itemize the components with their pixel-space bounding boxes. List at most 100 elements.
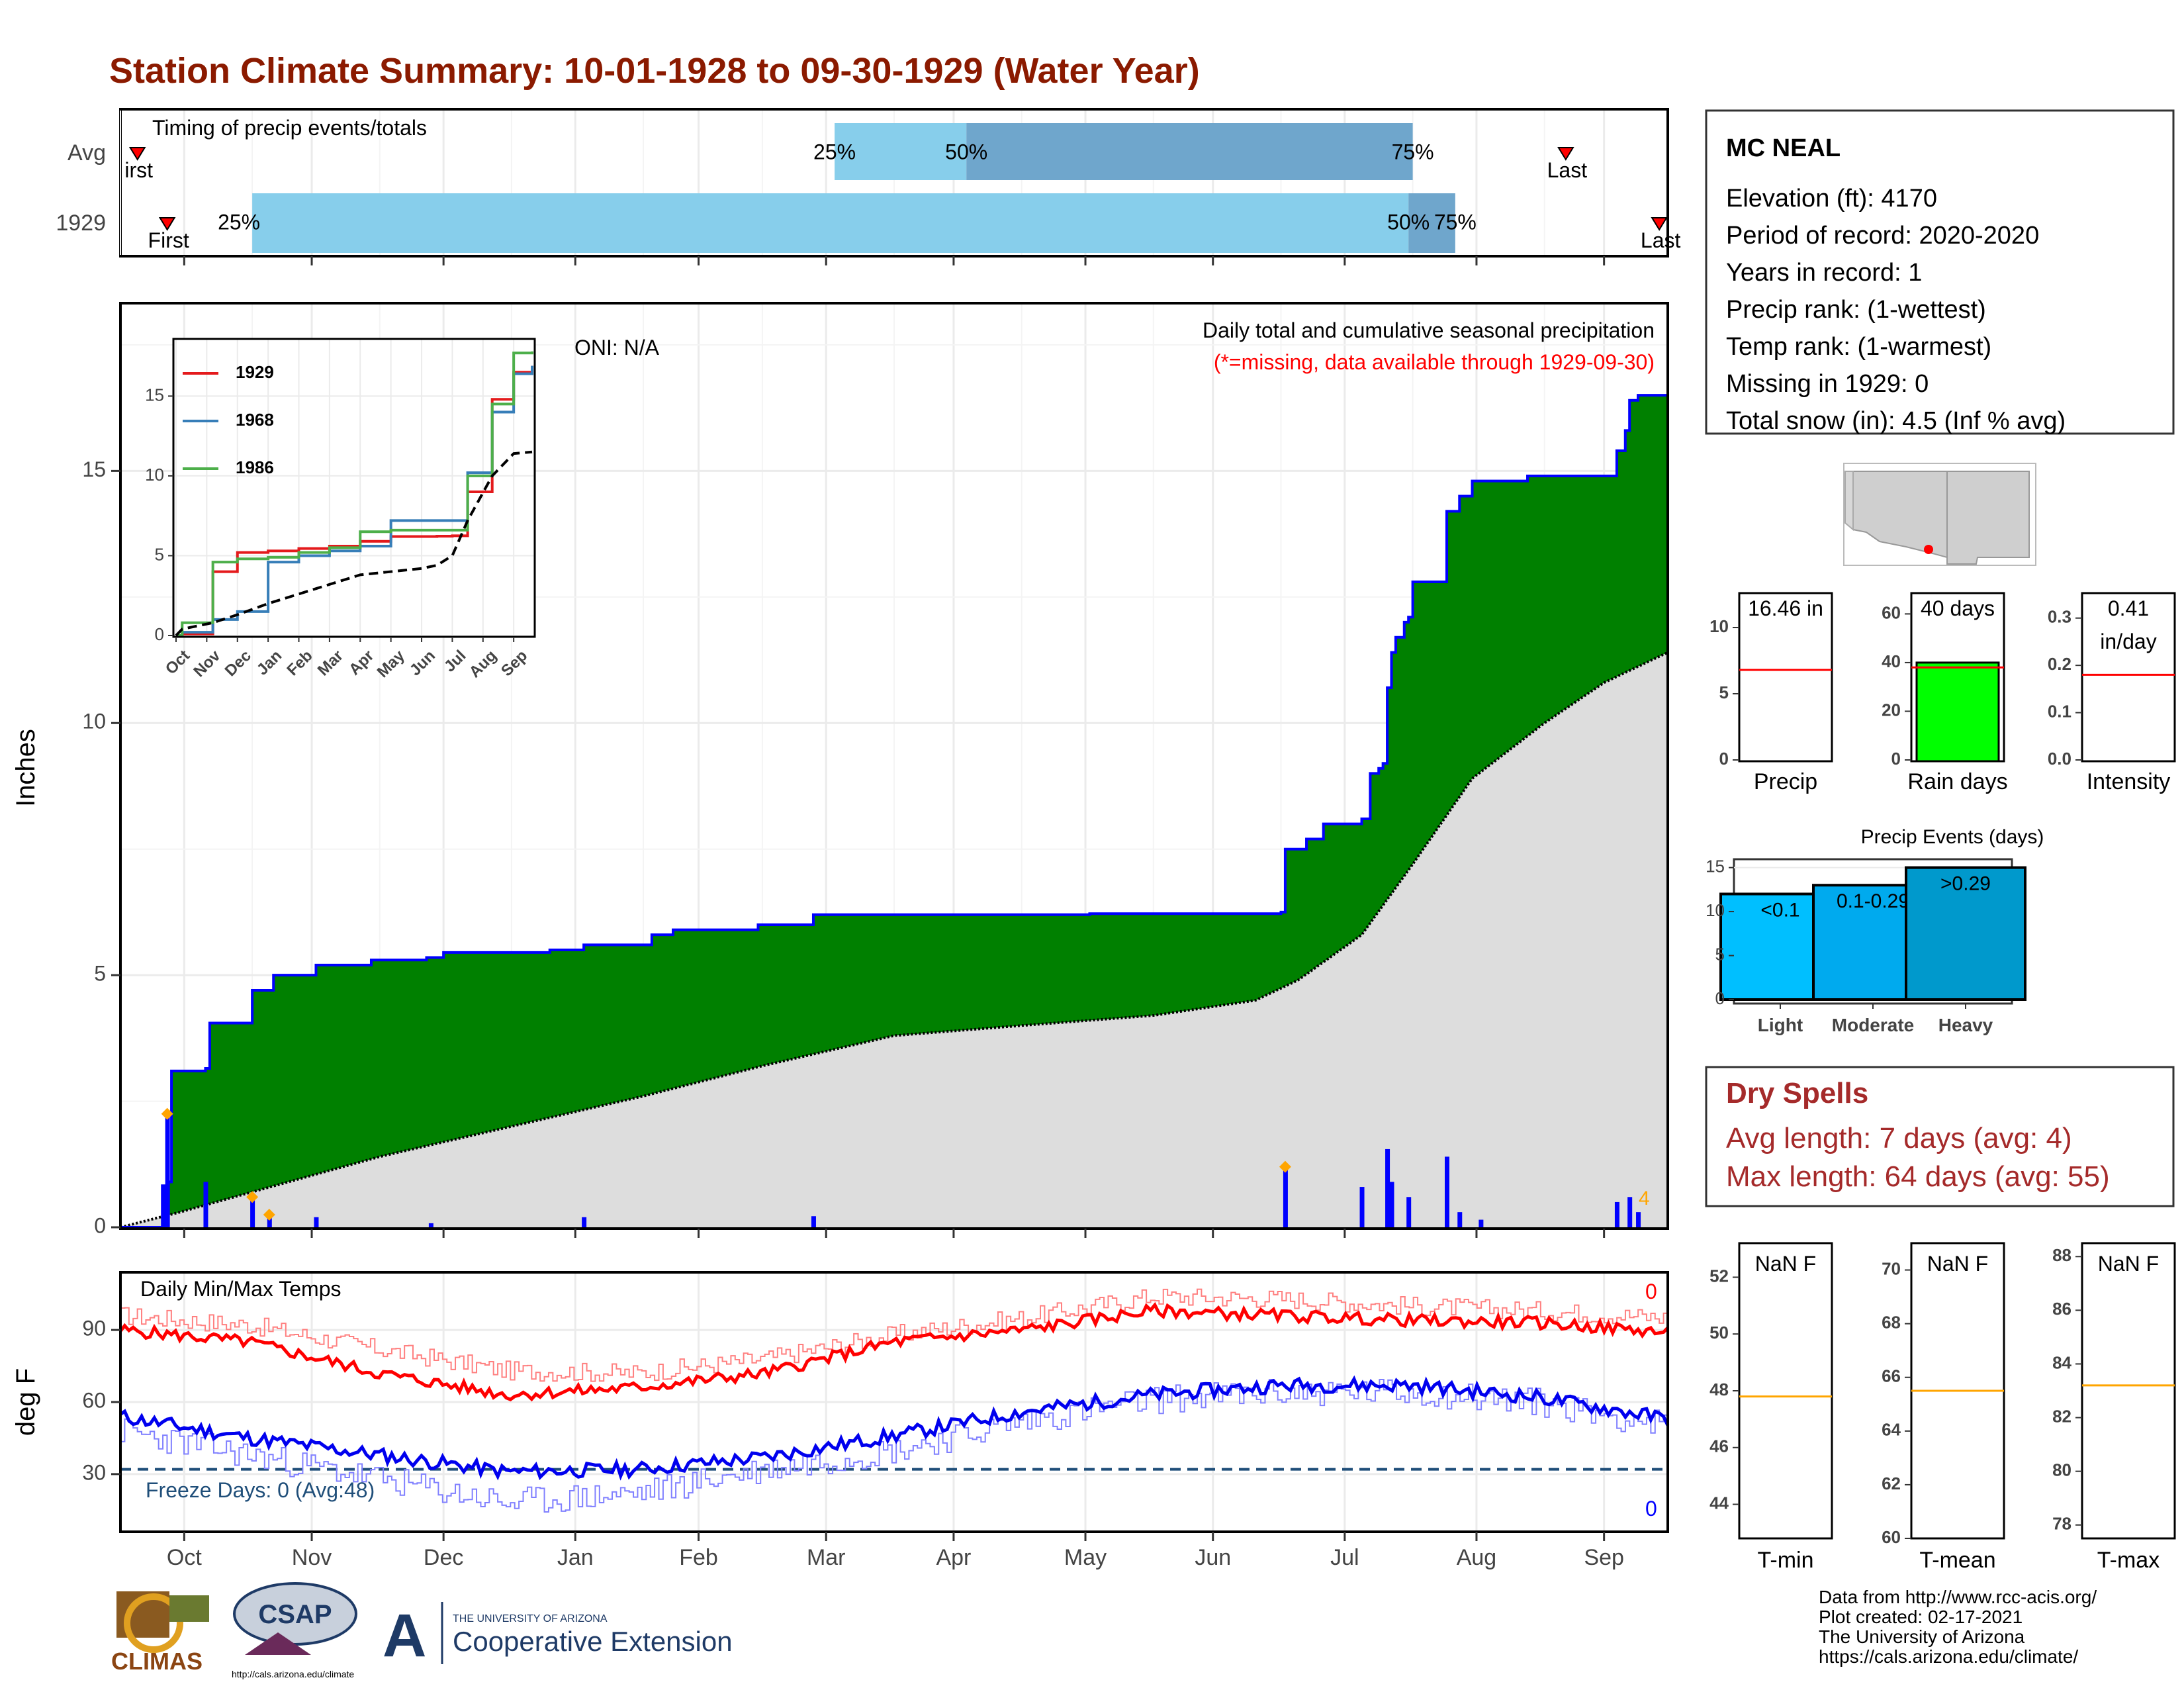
mini-temp-panel: NaN F 60 62 64 66 68 70 T-mean xyxy=(1882,1242,2005,1573)
mini-precip-ytick-label: 40 xyxy=(1882,651,1901,671)
timing-p75-label: 75% xyxy=(1434,210,1477,234)
mini-precip-value-unit: in/day xyxy=(2100,630,2156,653)
dry-title: Dry Spells xyxy=(1726,1077,1868,1109)
events-bar-label: >0.29 xyxy=(1940,873,1991,895)
mini-temp-label: T-min xyxy=(1758,1548,1814,1573)
map-state-new-mexico xyxy=(1946,471,2030,565)
oni-label: ONI: N/A xyxy=(574,336,660,359)
station-total-snow: Total snow (in): 4.5 (Inf % avg) xyxy=(1726,407,2066,435)
precip-ylabel: Inches xyxy=(11,729,40,807)
cumulative-avg-line xyxy=(120,651,1668,1229)
last-event-label: Last xyxy=(1547,158,1588,182)
timing-bar-25-50 xyxy=(252,193,1409,253)
mini-temp-ytick-label: 84 xyxy=(2052,1352,2071,1372)
mini-temp-frame xyxy=(1738,1242,1833,1540)
mini-precip-frame xyxy=(2081,592,2176,763)
mini-precip-ytick-label: 60 xyxy=(1882,602,1901,622)
dry-max-length: Max length: 64 days (avg: 55) xyxy=(1726,1160,2110,1193)
events-ytick-label: 15 xyxy=(1706,857,1725,876)
mini-temp-ytick-label: 46 xyxy=(1709,1436,1729,1456)
cumulative-avg-area xyxy=(120,652,1668,1227)
daily-precip-bar xyxy=(1636,1212,1641,1227)
csap-url: http://cals.arizona.edu/climate xyxy=(232,1669,354,1679)
snow-day-marker xyxy=(1279,1160,1291,1173)
mini-temp-panel: NaN F 78 80 82 84 86 88 T-max xyxy=(2052,1242,2176,1573)
mini-temp-ytick-label: 78 xyxy=(2052,1514,2071,1534)
month-label: Feb xyxy=(679,1545,718,1570)
dry-avg-length: Avg length: 7 days (avg: 4) xyxy=(1726,1122,2072,1154)
freeze-label: Freeze Days: 0 (Avg:48) xyxy=(146,1478,375,1502)
inset-series-average xyxy=(175,450,533,637)
station-temp-rank: Temp rank: (1-warmest) xyxy=(1726,333,1991,361)
mini-temp-panel: NaN F 44 46 48 50 52 T-min xyxy=(1709,1242,1833,1573)
snow-count: 4 xyxy=(1639,1188,1650,1209)
timing-p50-label: 50% xyxy=(945,140,987,164)
station-precip-rank: Precip rank: (1-wettest) xyxy=(1726,296,1986,324)
csap-logo-text: CSAP xyxy=(258,1600,332,1629)
mini-precip-ytick-label: 10 xyxy=(1709,616,1729,636)
timing-row-1929-label: 1929 xyxy=(56,211,106,236)
month-label: Jun xyxy=(1195,1545,1231,1570)
last-event-marker xyxy=(1651,217,1668,231)
daily-precip-bar xyxy=(1406,1197,1412,1227)
mini-precip-value: 16.46 in xyxy=(1748,596,1823,620)
temp-ytick-label: 60 xyxy=(82,1388,106,1412)
inset-frame xyxy=(172,338,536,638)
temp-label: Daily Min/Max Temps xyxy=(140,1277,341,1301)
tmax-avg-line xyxy=(120,1288,1668,1382)
mini-temp-ytick-label: 68 xyxy=(1882,1313,1901,1333)
daily-precip-bar xyxy=(582,1217,587,1227)
rain-days-bar xyxy=(1915,661,2000,763)
inset-ytick-label: 15 xyxy=(145,385,164,404)
precip-frame xyxy=(119,302,1669,1230)
dry-frame xyxy=(1705,1066,2175,1207)
mini-precip-ytick-label: 5 xyxy=(1719,682,1729,702)
inset-ytick-label: 0 xyxy=(155,624,164,644)
precip-ytick-label: 10 xyxy=(82,710,106,733)
inset-legend-label: 1968 xyxy=(236,410,274,430)
mini-precip-ytick-label: 0.0 xyxy=(2048,749,2071,769)
mini-precip-value: 0.41 xyxy=(2108,596,2149,620)
climas-logo-text: CLIMAS xyxy=(111,1648,203,1675)
timing-label: Timing of precip events/totals xyxy=(152,116,427,140)
temp-ytick-label: 30 xyxy=(82,1460,106,1484)
events-category-label: Light xyxy=(1758,1015,1803,1035)
mini-temp-ytick-label: 44 xyxy=(1709,1493,1729,1513)
mini-temp-ytick-label: 82 xyxy=(2052,1406,2071,1426)
month-label: Jan xyxy=(557,1545,594,1570)
last-event-marker xyxy=(1557,147,1574,161)
mini-precip-panel: 16.46 in 0 5 10 Precip xyxy=(1709,592,1833,794)
inset-series-1986 xyxy=(176,351,533,637)
timing-p25-label: 25% xyxy=(813,140,856,164)
station-period: Period of record: 2020-2020 xyxy=(1726,222,2039,250)
precip-legend-line1: Daily total and cumulative seasonal prec… xyxy=(1203,318,1655,342)
csap-mountain xyxy=(245,1632,311,1655)
daily-precip-bar xyxy=(1283,1166,1288,1227)
map-state-california xyxy=(1844,471,1854,532)
cold-days-count: 0 xyxy=(1645,1497,1657,1521)
mini-temp-ytick-label: 60 xyxy=(1882,1527,1901,1547)
mini-temp-ytick-label: 62 xyxy=(1882,1474,1901,1493)
precip-ytick-label: 15 xyxy=(82,457,106,481)
events-category-label: Moderate xyxy=(1832,1015,1914,1035)
daily-precip-bar xyxy=(1359,1187,1365,1227)
mini-temp-ytick-label: 88 xyxy=(2052,1245,2071,1265)
inset-ytick-label: 10 xyxy=(145,465,164,485)
location-map xyxy=(1843,463,2036,566)
station-location-marker xyxy=(1924,545,1933,554)
mini-temp-ytick-label: 50 xyxy=(1709,1323,1729,1342)
mini-precip-ytick-label: 0 xyxy=(1719,749,1729,769)
snow-day-marker xyxy=(161,1107,173,1120)
first-event-marker xyxy=(158,217,176,231)
month-label: Sep xyxy=(1584,1545,1624,1570)
mini-precip-value: 40 days xyxy=(1921,596,1995,620)
inset-legend-label: 1986 xyxy=(236,457,274,477)
timing-p75-label: 75% xyxy=(1392,140,1434,164)
daily-precip-bar xyxy=(428,1223,433,1227)
first-event-label: irst xyxy=(124,158,153,182)
daily-precip-bar xyxy=(203,1182,208,1227)
events-ytick-label: 10 xyxy=(1706,900,1725,920)
footer-line-created: Plot created: 02-17-2021 xyxy=(1819,1607,2023,1627)
mini-temp-frame xyxy=(2081,1242,2176,1540)
